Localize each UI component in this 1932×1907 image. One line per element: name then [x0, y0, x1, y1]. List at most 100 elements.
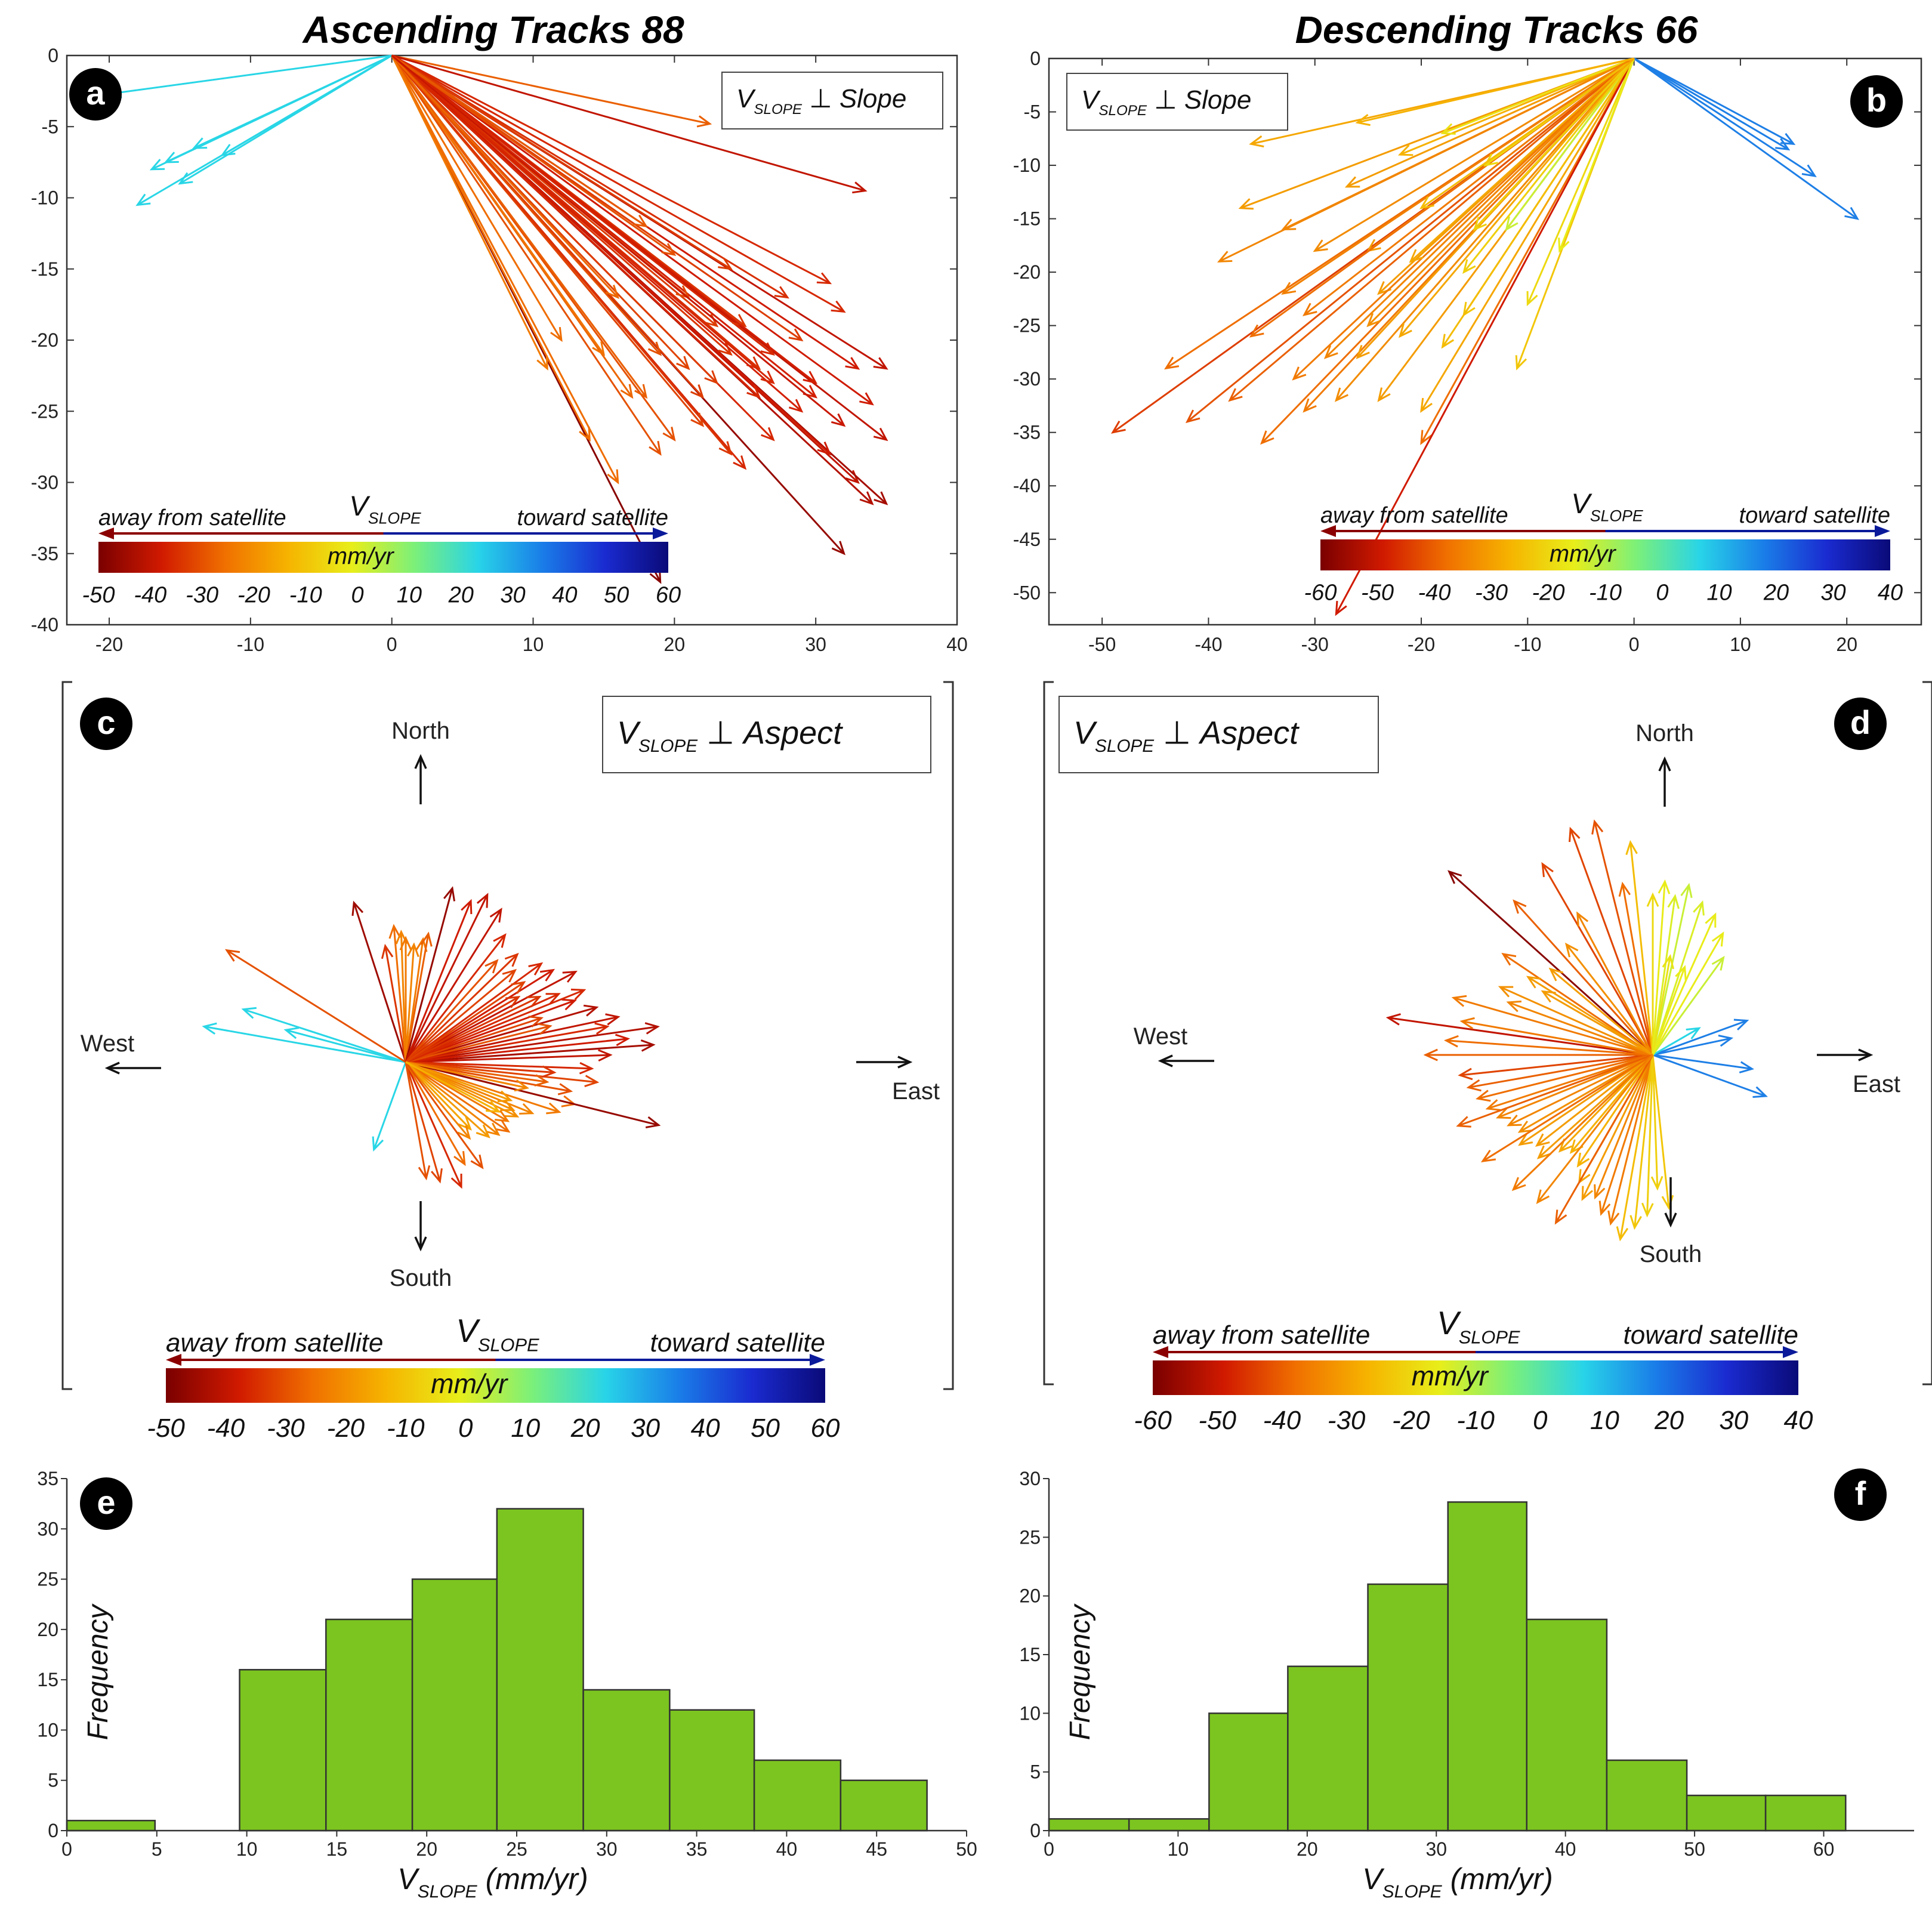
vector-arrow: [1440, 57, 1635, 135]
panel-d: North South East West d VSLOPE ⊥ Aspect away f…: [1043, 681, 1932, 1435]
vector-arrow: [1292, 57, 1635, 381]
vector-arrow: [405, 1061, 600, 1087]
vector-arrow: [1652, 1054, 1755, 1073]
histogram-bar: [1764, 1794, 1847, 1832]
cbar-tick-label: -50: [1361, 580, 1394, 605]
vector-arrow: [391, 54, 868, 194]
vector-arrow: [405, 988, 587, 1063]
vector-arrow: [1581, 1054, 1654, 1201]
cbar-tick-label: 50: [604, 582, 629, 607]
vector-arrow: [1344, 57, 1635, 188]
vector-arrow: [1652, 900, 1705, 1056]
vector-arrow: [405, 1061, 561, 1115]
y-axis-label: Frequency: [82, 1603, 114, 1741]
vector-arrow: [405, 968, 517, 1063]
y-tick-label: 30: [37, 1518, 58, 1539]
x-tick-label: 30: [1425, 1838, 1447, 1860]
cbar-toward-label: toward satellite: [1739, 503, 1890, 528]
y-tick-label: 0: [48, 1820, 58, 1841]
vector-arrow: [1548, 967, 1653, 1056]
x-tick-label: 30: [596, 1838, 618, 1860]
vector-arrow: [405, 959, 499, 1063]
panel-label-letter: e: [97, 1483, 115, 1521]
histogram-bar: [1526, 1618, 1608, 1832]
vector-arrow: [1652, 882, 1693, 1056]
vector-arrow: [1652, 965, 1687, 1056]
vector-arrow: [1228, 57, 1635, 402]
cbar-tick-label: 40: [1878, 580, 1903, 605]
south-arrow-icon: [414, 1201, 427, 1252]
vector-arrow: [405, 933, 507, 1063]
vector-arrow: [391, 54, 775, 384]
title-descending: Descending Tracks 66: [1295, 8, 1698, 51]
vector-arrow: [1507, 1054, 1653, 1127]
vector-arrow: [1323, 57, 1635, 359]
legend-box: [1058, 696, 1379, 773]
x-tick-label: 0: [61, 1838, 72, 1860]
vector-arrow: [391, 54, 718, 385]
vector-arrow: [1498, 986, 1653, 1056]
y-tick-label: -35: [1013, 422, 1041, 443]
vector-arrow: [405, 1061, 557, 1078]
cbar-toward-arrowhead: [653, 527, 668, 539]
vector-arrow: [1652, 1027, 1701, 1056]
vector-arrow: [1506, 1000, 1653, 1056]
y-tick-label: 0: [1030, 48, 1041, 69]
x-tick-label: 50: [956, 1838, 977, 1860]
vector-arrow: [1280, 57, 1635, 231]
west-arrow-icon: [104, 1061, 161, 1075]
x-tick-label: 15: [326, 1838, 348, 1860]
y-tick-label: -25: [1013, 315, 1041, 337]
vector-arrow: [391, 54, 832, 285]
vector-arrow: [1448, 870, 1654, 1056]
vector-arrow: [1594, 1054, 1654, 1200]
histogram-bar: [753, 1759, 842, 1832]
x-tick-label: -20: [1408, 634, 1435, 655]
cbar-tick-label: 60: [811, 1414, 840, 1443]
vector-arrow: [405, 970, 578, 1063]
x-tick-label: -20: [95, 634, 123, 655]
x-tick-label: -10: [1514, 634, 1541, 655]
y-tick-label: -20: [31, 329, 58, 351]
panel-label-letter: f: [1855, 1474, 1866, 1512]
x-tick-label: 10: [1168, 1838, 1189, 1860]
panel-label-letter: d: [1850, 703, 1871, 741]
histogram-bar: [1287, 1665, 1369, 1832]
histogram-bar: [1367, 1583, 1449, 1832]
vector-arrow: [405, 1061, 462, 1189]
vector-arrow: [405, 1022, 610, 1063]
cbar-away-label: away from satellite: [1320, 503, 1508, 528]
vector-arrow: [1526, 976, 1653, 1056]
x-tick-label: 45: [866, 1838, 887, 1860]
cbar-away-arrowhead: [1153, 1346, 1168, 1358]
y-tick-label: -40: [1013, 475, 1041, 496]
cbar-tick-label: -40: [1263, 1406, 1301, 1435]
x-tick-label: -40: [1195, 634, 1222, 655]
x-tick-label: -30: [1301, 634, 1329, 655]
cbar-away-label: away from satellite: [98, 505, 286, 530]
cbar-tick-label: -30: [1328, 1406, 1366, 1435]
east-arrow-icon: [856, 1056, 913, 1069]
vector-arrow: [1313, 57, 1635, 252]
vector-arrow: [1398, 58, 1635, 338]
cbar-away-label: away from satellite: [1153, 1320, 1370, 1350]
vector-arrow: [1451, 995, 1653, 1056]
cbar-unit: mm/yr: [431, 1368, 508, 1399]
vector-arrow: [405, 1061, 550, 1087]
vector-arrow: [1633, 57, 1796, 145]
vector-arrow: [1420, 58, 1635, 414]
vector-arrow: [241, 1007, 406, 1063]
cbar-tick-label: -10: [1456, 1406, 1495, 1435]
cbar-away-arrowhead: [166, 1354, 181, 1366]
y-tick-label: 35: [37, 1468, 58, 1489]
vector-arrow: [391, 54, 620, 300]
vector-arrow: [1466, 1054, 1653, 1092]
vector-arrow: [405, 931, 433, 1063]
vector-arrow: [1302, 57, 1635, 316]
vector-arrow: [405, 995, 542, 1063]
cbar-toward-label: toward satellite: [1624, 1320, 1798, 1350]
vector-arrow: [405, 1061, 471, 1140]
panel-a: -20 -10 0 10 20 30 40 0 -5 -10 -15 -20 -25 -30 -35 -40 a…: [31, 45, 968, 655]
vector-arrow: [405, 1061, 661, 1128]
